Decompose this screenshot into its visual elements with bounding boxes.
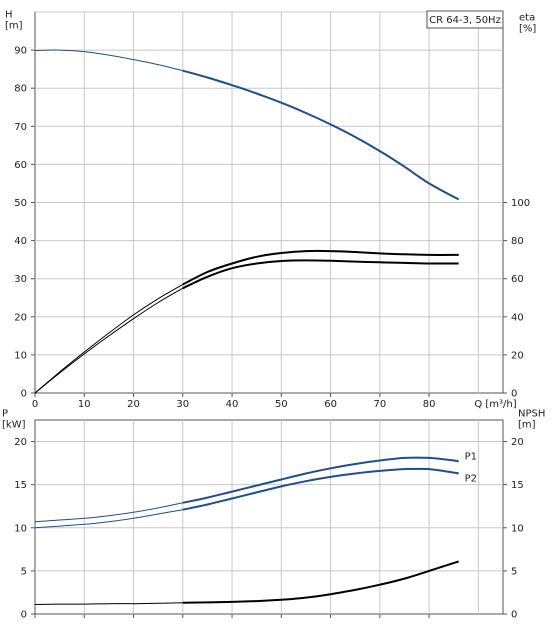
bottom-right-tick-label: 5 <box>511 566 517 577</box>
top-series-1-line <box>182 249 459 286</box>
bottom-series-2-line <box>182 560 460 604</box>
bottom-right-tick-label: 0 <box>511 610 517 621</box>
top-left-tick-label: 90 <box>14 46 27 57</box>
bottom-left-tick-label: 0 <box>21 610 27 621</box>
bottom-left-axis-label: P [kW] <box>2 409 26 431</box>
top-series-0-line <box>34 49 183 72</box>
chart-title: CR 64-3, 50Hz <box>429 15 501 26</box>
top-right-tick-label: 0 <box>511 389 517 400</box>
top-left-axis-label: H [m] <box>5 10 23 32</box>
x-tick-label: 10 <box>78 399 91 410</box>
top-series-0-line <box>182 69 460 201</box>
series-label-p2: P2 <box>465 473 477 484</box>
x-tick-label: 20 <box>127 399 140 410</box>
top-left-tick-label: 40 <box>14 236 27 247</box>
bottom-right-tick-label: 20 <box>511 437 524 448</box>
top-left-tick-label: 30 <box>14 274 27 285</box>
top-right-tick-label: 80 <box>511 236 524 247</box>
x-tick-label: 80 <box>423 399 436 410</box>
top-series-2-line <box>34 287 184 394</box>
x-tick-label: 30 <box>176 399 189 410</box>
top-left-tick-label: 80 <box>14 84 27 95</box>
top-right-tick-label: 20 <box>511 350 524 361</box>
top-left-tick-label: 70 <box>14 122 27 133</box>
top-right-axis-label: eta [%] <box>519 13 536 35</box>
bottom-series-1-line <box>182 467 459 511</box>
x-axis-label: Q [m³/h] <box>474 399 516 410</box>
bottom-left-tick-label: 10 <box>14 523 27 534</box>
title-box <box>426 10 504 29</box>
bottom-series-2-line <box>34 602 183 605</box>
bottom-left-tick-label: 5 <box>21 566 27 577</box>
top-right-tick-label: 60 <box>511 274 524 285</box>
top-left-tick-label: 50 <box>14 198 27 209</box>
bottom-left-tick-label: 15 <box>14 480 27 491</box>
top-left-tick-label: 20 <box>14 312 27 323</box>
bottom-left-tick-label: 20 <box>14 437 27 448</box>
bottom-plot-frame <box>34 419 504 615</box>
top-left-tick-label: 60 <box>14 160 27 171</box>
top-left-tick-label: 0 <box>21 389 27 400</box>
bottom-right-tick-label: 15 <box>511 480 524 491</box>
x-tick-label: 50 <box>275 399 288 410</box>
x-tick-label: 40 <box>226 399 239 410</box>
x-tick-label: 60 <box>324 399 337 410</box>
top-right-tick-label: 100 <box>511 198 530 209</box>
bottom-right-axis-label: NPSH [m] <box>518 409 545 431</box>
x-tick-label: 70 <box>373 399 386 410</box>
bottom-right-tick-label: 10 <box>511 523 524 534</box>
top-right-tick-label: 40 <box>511 312 524 323</box>
top-series-2-line <box>182 259 459 290</box>
top-left-tick-label: 10 <box>14 350 27 361</box>
x-tick-label: 0 <box>32 399 38 410</box>
top-series-1-line <box>34 283 184 394</box>
bottom-series-0-line <box>34 502 183 523</box>
bottom-series-1-line <box>34 509 183 529</box>
bottom-series-0-line <box>182 456 459 504</box>
series-label-p1: P1 <box>465 451 477 462</box>
